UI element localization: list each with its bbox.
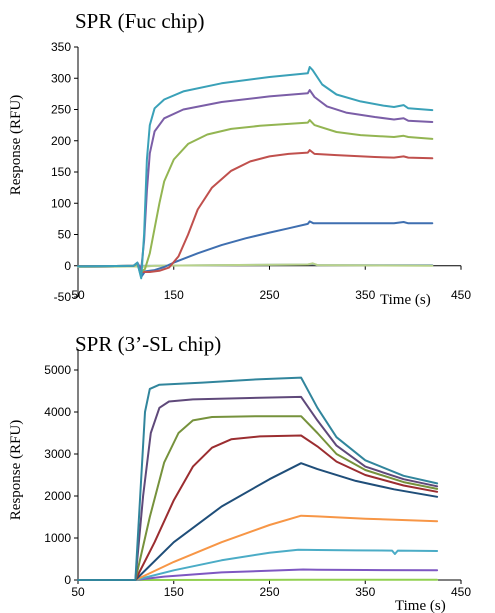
x-tick-label: 250 xyxy=(259,288,279,302)
series-line-2 xyxy=(77,568,439,581)
y-tick-label: 1000 xyxy=(44,531,71,545)
y-tick-label: 150 xyxy=(51,165,71,179)
x-tick-label: 350 xyxy=(355,288,375,302)
y-tick-label: 5000 xyxy=(44,363,71,377)
y-tick-label: 200 xyxy=(51,134,71,148)
y-tick-label: 100 xyxy=(51,196,71,210)
x-tick-label: 450 xyxy=(451,288,471,302)
x-axis-label: Time (s) xyxy=(395,598,446,613)
y-tick-label: 350 xyxy=(51,40,71,54)
y-tick-label: 4000 xyxy=(44,405,71,419)
y-tick-label: 50 xyxy=(58,228,72,242)
y-tick-label: 3000 xyxy=(44,447,71,461)
series-line-6 xyxy=(77,89,434,271)
series-line-3 xyxy=(77,548,439,581)
series-line-8 xyxy=(77,395,439,581)
series-line-6 xyxy=(77,434,439,581)
chart-3sl-chip: SPR (3’-SL chip) 0 1000 2000 3000 4000 5000 50 1… xyxy=(8,332,471,613)
series-line-9 xyxy=(77,376,439,581)
series-line-4 xyxy=(77,149,434,273)
x-axis-label: Time (s) xyxy=(380,292,431,308)
y-axis-label: Response (RFU) xyxy=(8,95,24,195)
x-tick-label: 350 xyxy=(355,585,375,599)
series-line-2 xyxy=(77,262,434,268)
series-line-3 xyxy=(77,220,434,278)
series-line-5 xyxy=(77,462,439,581)
series-line-7 xyxy=(77,66,434,280)
y-axis-label: Response (RFU) xyxy=(8,420,24,520)
x-tick-label: 50 xyxy=(71,585,85,599)
x-tick-label: 50 xyxy=(71,288,85,302)
y-tick-label: -50 xyxy=(54,290,72,304)
series-line-7 xyxy=(77,415,439,581)
chart-title: SPR (3’-SL chip) xyxy=(75,332,221,356)
x-tick-label: 250 xyxy=(259,585,279,599)
x-tick-label: 150 xyxy=(164,585,184,599)
x-tick-label: 150 xyxy=(164,288,184,302)
series-line-5 xyxy=(77,119,434,273)
y-tick-label: 300 xyxy=(51,71,71,85)
y-tick-label: 2000 xyxy=(44,489,71,503)
y-tick-label: 250 xyxy=(51,103,71,117)
x-tick-label: 450 xyxy=(451,585,471,599)
series-line-4 xyxy=(77,514,439,581)
y-tick-label: 0 xyxy=(64,259,71,273)
chart-fuc-chip: SPR (Fuc chip) -50 0 50 100 150 200 250 300 350 50… xyxy=(8,9,471,308)
chart-title: SPR (Fuc chip) xyxy=(75,9,205,33)
y-tick-label: 0 xyxy=(64,573,71,587)
